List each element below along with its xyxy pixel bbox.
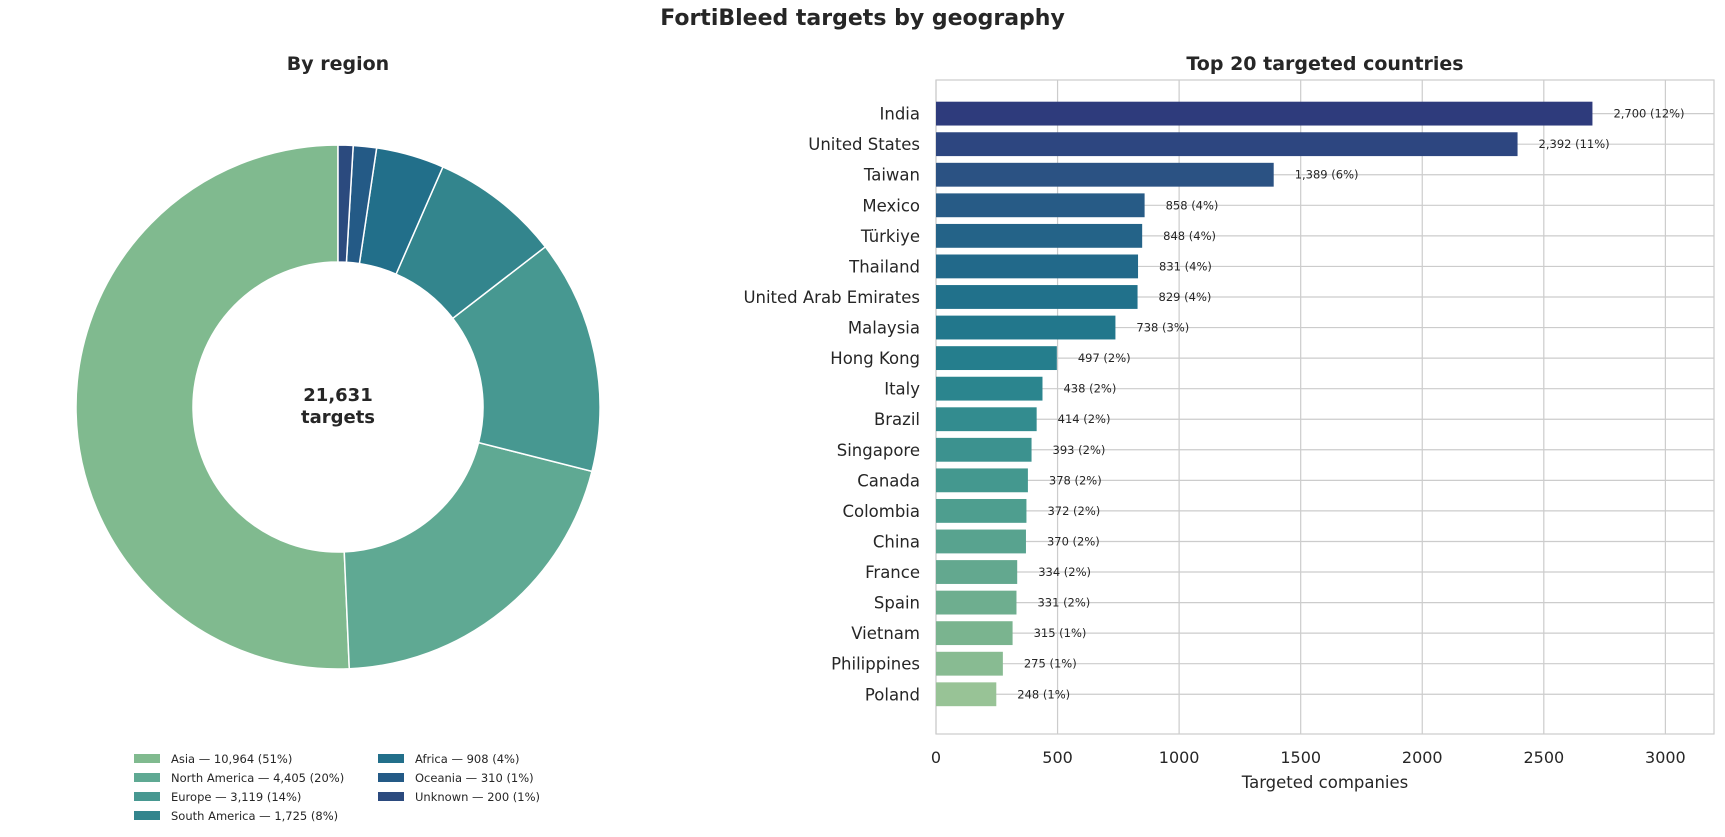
bar-singapore [936, 437, 1032, 462]
bar-value-label: 497 (2%) [1078, 351, 1131, 365]
bar-türkiye [936, 223, 1143, 248]
y-tick-label: Mexico [862, 196, 920, 215]
x-tick-label: 2000 [1402, 748, 1443, 767]
bar-united-arab-emirates [936, 285, 1138, 309]
y-tick-label: Hong Kong [830, 349, 920, 368]
x-tick-label: 1500 [1280, 748, 1321, 767]
bar-poland [936, 682, 997, 707]
legend-label: North America — 4,405 (20%) [171, 771, 344, 785]
legend-label: Oceania — 310 (1%) [415, 771, 534, 785]
legend-label: South America — 1,725 (8%) [171, 809, 338, 823]
y-tick-label: United Arab Emirates [743, 288, 920, 307]
bar-value-label: 1,389 (6%) [1295, 168, 1359, 182]
bar-value-label: 248 (1%) [1017, 687, 1070, 701]
y-tick-label: Singapore [837, 441, 920, 460]
y-tick-label: Italy [884, 380, 920, 399]
legend-swatch [134, 811, 160, 820]
y-tick-label: United States [808, 135, 920, 154]
bar-value-label: 378 (2%) [1049, 473, 1102, 487]
bar-value-label: 370 (2%) [1047, 534, 1100, 548]
bar-series: India 2,700 (12%) United States 2,392 (11%)… [743, 101, 1685, 707]
bar-colombia [936, 498, 1027, 523]
donut-center-count: 21,631 [303, 385, 372, 406]
bar-value-label: 738 (3%) [1136, 321, 1189, 335]
bar-value-label: 2,700 (12%) [1613, 107, 1684, 121]
bar-hong-kong [936, 346, 1057, 371]
legend-label: Asia — 10,964 (51%) [171, 752, 292, 766]
bar-united-states [936, 132, 1518, 157]
y-tick-label: Vietnam [851, 624, 920, 643]
x-tick-label: 1000 [1159, 748, 1200, 767]
bar-canada [936, 468, 1028, 493]
bar-france [936, 560, 1018, 584]
x-tick-label: 0 [931, 748, 941, 767]
x-axis-label: Targeted companies [1241, 773, 1409, 792]
bar-india [936, 101, 1593, 126]
bar-value-label: 334 (2%) [1038, 565, 1091, 579]
bar-vietnam [936, 621, 1013, 646]
y-tick-label: Philippines [831, 655, 920, 674]
donut-slice-asia [75, 144, 351, 670]
bar-value-label: 275 (1%) [1024, 657, 1077, 671]
bar-title: Top 20 targeted countries [1186, 53, 1463, 75]
legend-label: Africa — 908 (4%) [415, 752, 519, 766]
bar-value-label: 393 (2%) [1053, 443, 1106, 457]
bar-brazil [936, 407, 1037, 432]
bar-value-label: 831 (4%) [1159, 259, 1212, 273]
donut-title: By region [287, 53, 389, 75]
bar-value-label: 315 (1%) [1034, 626, 1087, 640]
y-tick-label: India [880, 105, 921, 124]
x-tick-label: 2500 [1523, 748, 1564, 767]
donut-slice-unknown [337, 144, 355, 264]
legend-label: Europe — 3,119 (14%) [171, 790, 301, 804]
bar-mexico [936, 193, 1145, 218]
donut-slice-north-america [343, 441, 593, 670]
bar-plot-frame [935, 79, 1715, 735]
bar-value-label: 372 (2%) [1047, 504, 1100, 518]
bar-value-label: 829 (4%) [1159, 290, 1212, 304]
y-tick-label: Spain [874, 594, 920, 613]
bar-china [936, 529, 1026, 554]
bar-value-label: 331 (2%) [1037, 596, 1090, 610]
y-tick-label: Malaysia [848, 319, 920, 338]
legend-swatch [134, 754, 160, 763]
bar-malaysia [936, 315, 1116, 340]
y-tick-label: Taiwan [863, 166, 920, 185]
bar-italy [936, 376, 1043, 401]
legend-swatch [378, 754, 404, 763]
y-tick-label: Brazil [874, 410, 920, 429]
y-tick-label: Canada [857, 471, 920, 490]
legend-swatch [378, 773, 404, 782]
bar-thailand [936, 254, 1139, 279]
y-tick-label: Thailand [848, 257, 920, 276]
bar-value-label: 858 (4%) [1166, 198, 1219, 212]
bar-value-label: 438 (2%) [1063, 382, 1116, 396]
y-tick-label: Türkiye [860, 227, 920, 246]
x-axis-ticks: 0 500 1000 1500 2000 2500 3000 [931, 748, 1686, 767]
donut-center-unit: targets [301, 407, 375, 428]
legend-swatch [134, 792, 160, 801]
bar-value-label: 848 (4%) [1163, 229, 1216, 243]
bar-spain [936, 590, 1017, 615]
legend-swatch [378, 792, 404, 801]
bar-value-label: 2,392 (11%) [1539, 137, 1610, 151]
bar-taiwan [936, 162, 1274, 187]
legend-swatch [134, 773, 160, 782]
y-tick-label: France [865, 563, 920, 582]
donut-chart [75, 144, 601, 670]
bar-value-label: 414 (2%) [1058, 412, 1111, 426]
x-tick-label: 500 [1042, 748, 1073, 767]
y-tick-label: Colombia [842, 502, 920, 521]
legend-label: Unknown — 200 (1%) [415, 790, 540, 804]
bar-philippines [936, 651, 1003, 676]
x-tick-label: 3000 [1645, 748, 1686, 767]
y-tick-label: China [873, 532, 920, 551]
figure-title: FortiBleed targets by geography [660, 6, 1065, 31]
donut-legend: Asia — 10,964 (51%) North America — 4,405… [134, 752, 540, 823]
y-tick-label: Poland [865, 685, 920, 704]
